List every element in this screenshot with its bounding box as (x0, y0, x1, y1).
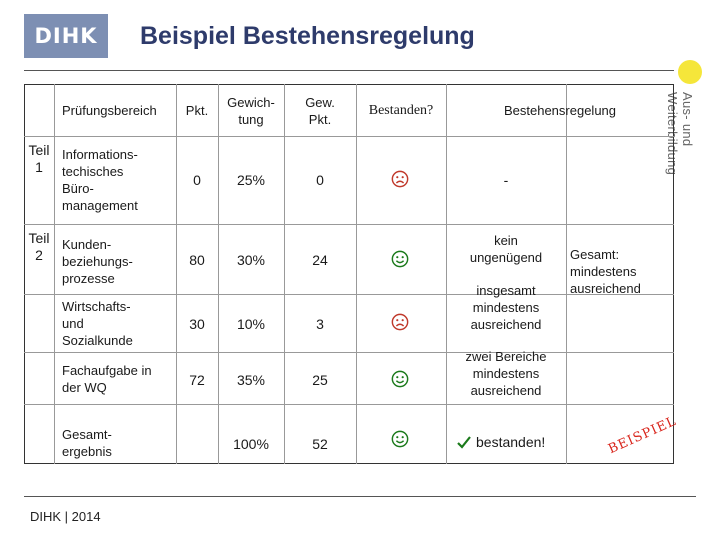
row-area: Fachaufgabe in der WQ (62, 363, 152, 395)
happy-face-icon (391, 430, 409, 448)
footer-text: DIHK | 2014 (30, 509, 101, 524)
col-divider (54, 84, 55, 464)
rule-kein-ungenuegend: kein ungenügend (469, 233, 543, 265)
rule-insgesamt: insgesamt mindestens ausreichend (470, 283, 542, 332)
rule-gesamt: Gesamt: mindestens ausreichend (570, 247, 641, 296)
row-divider (24, 136, 674, 137)
part-1-label: Teil 1 (28, 142, 50, 175)
row-weighted-points: 0 (316, 172, 324, 188)
header-points: Pkt. (185, 103, 209, 118)
accent-dot (678, 60, 702, 84)
part-2-label: Teil 2 (28, 230, 50, 263)
happy-face-icon (391, 250, 409, 268)
sad-face-icon (391, 313, 409, 331)
row-area: Kunden- beziehungs- prozesse (62, 237, 133, 286)
row-weight: 30% (236, 252, 266, 268)
sad-face-icon (391, 170, 409, 188)
col-divider (218, 84, 219, 464)
row-area: Wirtschafts- und Sozialkunde (62, 299, 133, 348)
row-weighted-points: 24 (312, 252, 328, 268)
row-points: 0 (193, 172, 201, 188)
row-divider (24, 294, 674, 295)
dihk-logo: DIHK (24, 14, 108, 58)
checkmark-arrow-icon (457, 436, 471, 449)
sidebar-label: Aus- und Weiterbildung (665, 92, 695, 176)
col-divider (176, 84, 177, 464)
rule-zwei-bereiche: zwei Bereiche mindestens ausreichend (465, 349, 547, 398)
row-divider (24, 224, 674, 225)
header-rule: Bestehensregelung (503, 103, 617, 118)
col-divider (566, 84, 567, 464)
row-weighted-points: 3 (316, 316, 324, 332)
header-weight: Gewich- tung (227, 95, 275, 127)
col-divider (356, 84, 357, 464)
rule-bestanden: bestanden! (476, 434, 546, 450)
row-weight: 35% (236, 372, 266, 388)
row-weighted-points: 52 (312, 436, 328, 452)
rules-table (24, 84, 674, 464)
row-area: Informations- techisches Büro- managemen… (62, 147, 138, 213)
header-divider (24, 70, 674, 71)
row-rule: - (503, 172, 509, 188)
row-points: 80 (189, 252, 205, 268)
row-weight: 25% (236, 172, 266, 188)
row-points: 72 (189, 372, 205, 388)
footer-divider (24, 496, 696, 497)
row-weight: 10% (236, 316, 266, 332)
row-divider (24, 404, 674, 405)
header-area: Prüfungsbereich (62, 103, 157, 118)
page-title: Beispiel Bestehensregelung (140, 22, 475, 50)
row-weight: 100% (233, 436, 269, 452)
header-weighted-points: Gew. Pkt. (305, 95, 335, 127)
col-divider (284, 84, 285, 464)
header-passed: Bestanden? (368, 103, 434, 118)
row-weighted-points: 25 (312, 372, 328, 388)
happy-face-icon (391, 370, 409, 388)
row-area: Gesamt- ergebnis (62, 427, 112, 459)
row-divider (24, 352, 674, 353)
row-points: 30 (189, 316, 205, 332)
col-divider (446, 84, 447, 464)
